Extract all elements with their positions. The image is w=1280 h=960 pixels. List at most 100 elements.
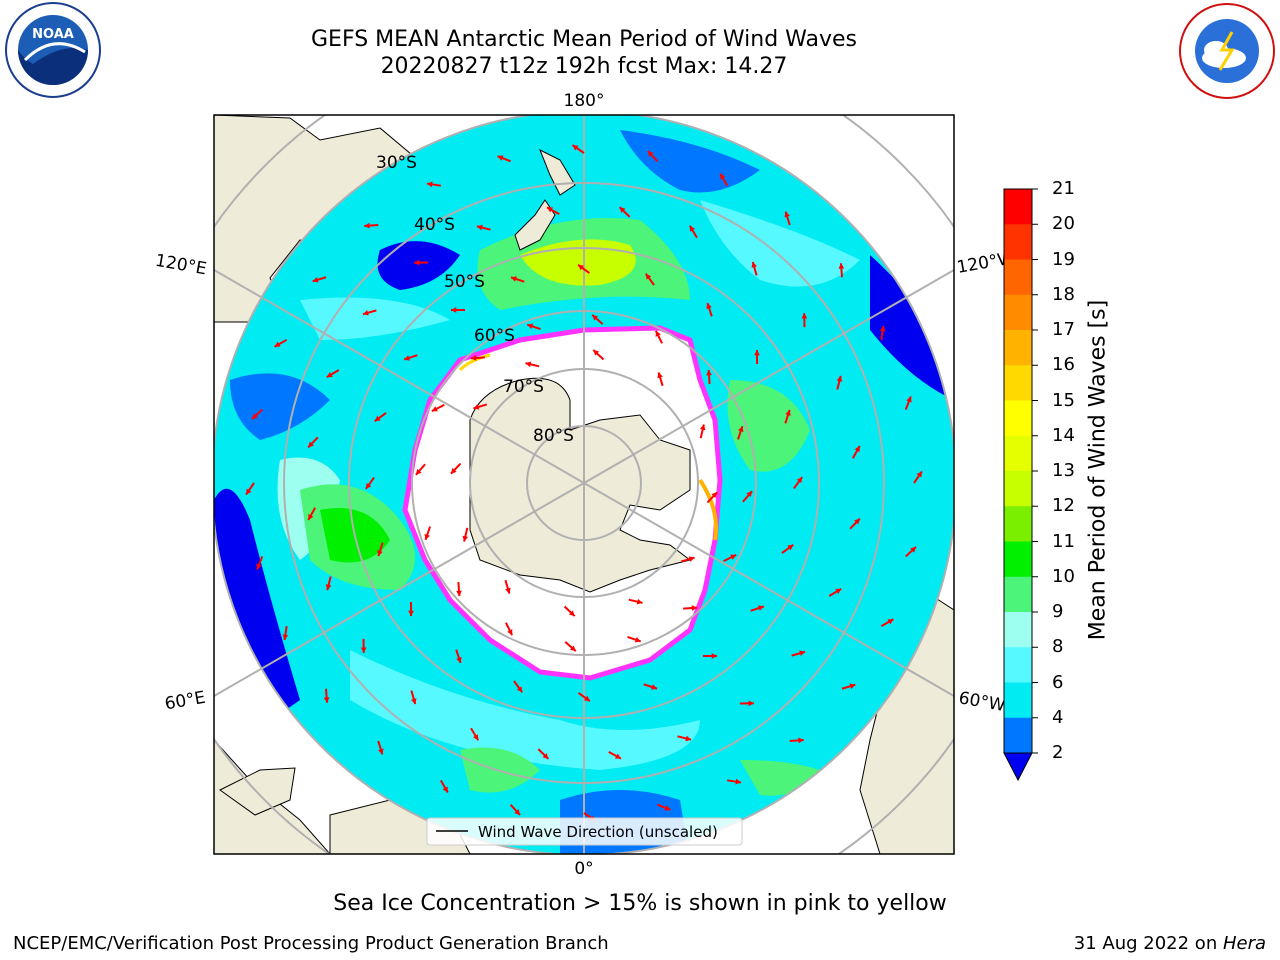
wave-arrow-head [593,349,600,356]
wave-arrow-head [647,150,654,157]
colorbar-tick-label: 4 [1052,706,1064,728]
colorbar-segment [1004,365,1032,401]
africa-land [214,739,331,854]
wave-arrow-head [748,700,754,707]
colorbar-segment [1004,294,1032,331]
colorbar-tick-label: 9 [1052,601,1064,622]
colorbar-segment [1004,259,1032,296]
wave-arrow-head [754,349,760,356]
wave-arrow-head [456,657,462,663]
wave-arrow-head [614,753,621,759]
wave-arrow-head [664,805,671,811]
wave-arrow-head [527,323,534,329]
wave-arrow-head [415,468,422,475]
colorbar-segment [1004,330,1032,366]
colorbar-tick-label: 20 [1052,213,1075,235]
wave-arrow-head [404,355,410,361]
colorbar [1003,188,1038,782]
wave-arrow-head [836,375,843,382]
wave-arrow-head [362,310,369,316]
wave-arrow-head [849,683,856,689]
wave-arrow-head [619,207,626,213]
wave-arrow-head [801,313,808,319]
wave-arrow-head [326,372,333,378]
chart-subtitle: 20220827 t12z 192h fcst Max: 14.27 [380,54,788,79]
lon-label-60e: 60°E [163,688,207,715]
colorbar-tick-label: 17 [1052,319,1075,340]
colorbar-tick-label: 6 [1052,671,1064,693]
wind-wave-arrows [245,144,923,822]
colorbar-segment [1004,435,1032,472]
wave-arrow-head [476,224,483,231]
wave-arrow-head [256,563,262,570]
lon-label-60w: 60°W [957,688,1007,716]
wave-arrow-head [879,325,886,332]
wave-arrow-head [426,181,433,188]
wave-arrow-head [507,629,513,636]
wave-arrow-head [910,546,917,553]
colorbar-tick-label: 18 [1052,283,1075,305]
lat-label-70s: 70°S [503,377,544,397]
wave-arrow-head [634,637,641,643]
wave-arrow-head [746,491,753,498]
wave-arrow-head [688,556,695,562]
wave-arrow-head [751,261,757,268]
credit-text: NCEP/EMC/Verification Post Processing Pr… [13,933,609,954]
svg-text:NOAA: NOAA [32,27,74,42]
wave-arrow-head [431,406,438,412]
colorbar-segment [1004,717,1032,754]
wave-arrow-head [730,554,737,560]
wave-arrow-head [365,482,372,489]
colorbar-segment [1004,576,1032,613]
run-date: 31 Aug 2022 on Hera [1073,933,1266,954]
colorbar-tick-label: 11 [1052,530,1075,552]
lat-label-80s: 80°S [533,426,574,446]
wave-arrow-head [798,737,804,744]
wave-arrow-head [916,471,922,478]
wave-arrow-head [787,544,794,551]
wave-arrow-head [514,809,521,816]
wave-arrow-head [689,225,695,232]
colorbar-tick-label: 14 [1052,424,1075,446]
colorbar-tick-label: 2 [1052,742,1064,763]
wave-arrow-head [572,145,579,151]
wave-arrow-head [547,207,554,213]
wave-arrow-head [411,698,417,705]
wave-arrow-head [784,211,790,218]
wave-arrow-head [735,778,742,785]
wave-arrow-head [706,303,712,309]
colorbar-tick-label: 15 [1052,389,1075,411]
wave-arrow-head [838,263,845,269]
wave-arrow-head [578,264,585,271]
wave-arrow-head [854,518,860,525]
colorbar-tick-label: 13 [1052,460,1075,481]
lat-label-40s: 40°S [414,215,455,235]
wave-arrow-head [711,653,718,659]
wave-arrow-head [525,361,532,368]
lon-label-0: 0° [574,859,593,879]
wave-arrow-head [785,409,791,416]
wave-arrow-head [414,259,420,266]
wave-arrow-head [377,550,383,557]
wave-arrow-head [473,734,479,741]
colorbar-segment [1004,541,1032,578]
wave-arrow-head [497,155,504,161]
wave-arrow-head [308,441,314,448]
wave-arrow-head [408,610,414,617]
wave-arrow-head [720,173,726,180]
wave-arrow-head [378,748,384,755]
wave-arrow-head [835,588,842,594]
chart-title: GEFS MEAN Antarctic Mean Period of Wind … [311,27,857,52]
wave-arrow-head [592,314,599,321]
wave-arrow-head [450,307,457,313]
wave-arrow-head [505,587,511,594]
wave-arrow-head [706,369,712,376]
wave-arrow-head [738,426,744,433]
new-zealand-land [514,148,576,251]
wave-arrow-head [462,535,469,542]
wave-arrow-head [758,605,764,611]
colorbar-tick-label: 10 [1052,565,1075,587]
wave-arrow-head [374,415,381,422]
colorbar-segment [1004,224,1032,260]
wave-arrow-head [360,647,367,653]
